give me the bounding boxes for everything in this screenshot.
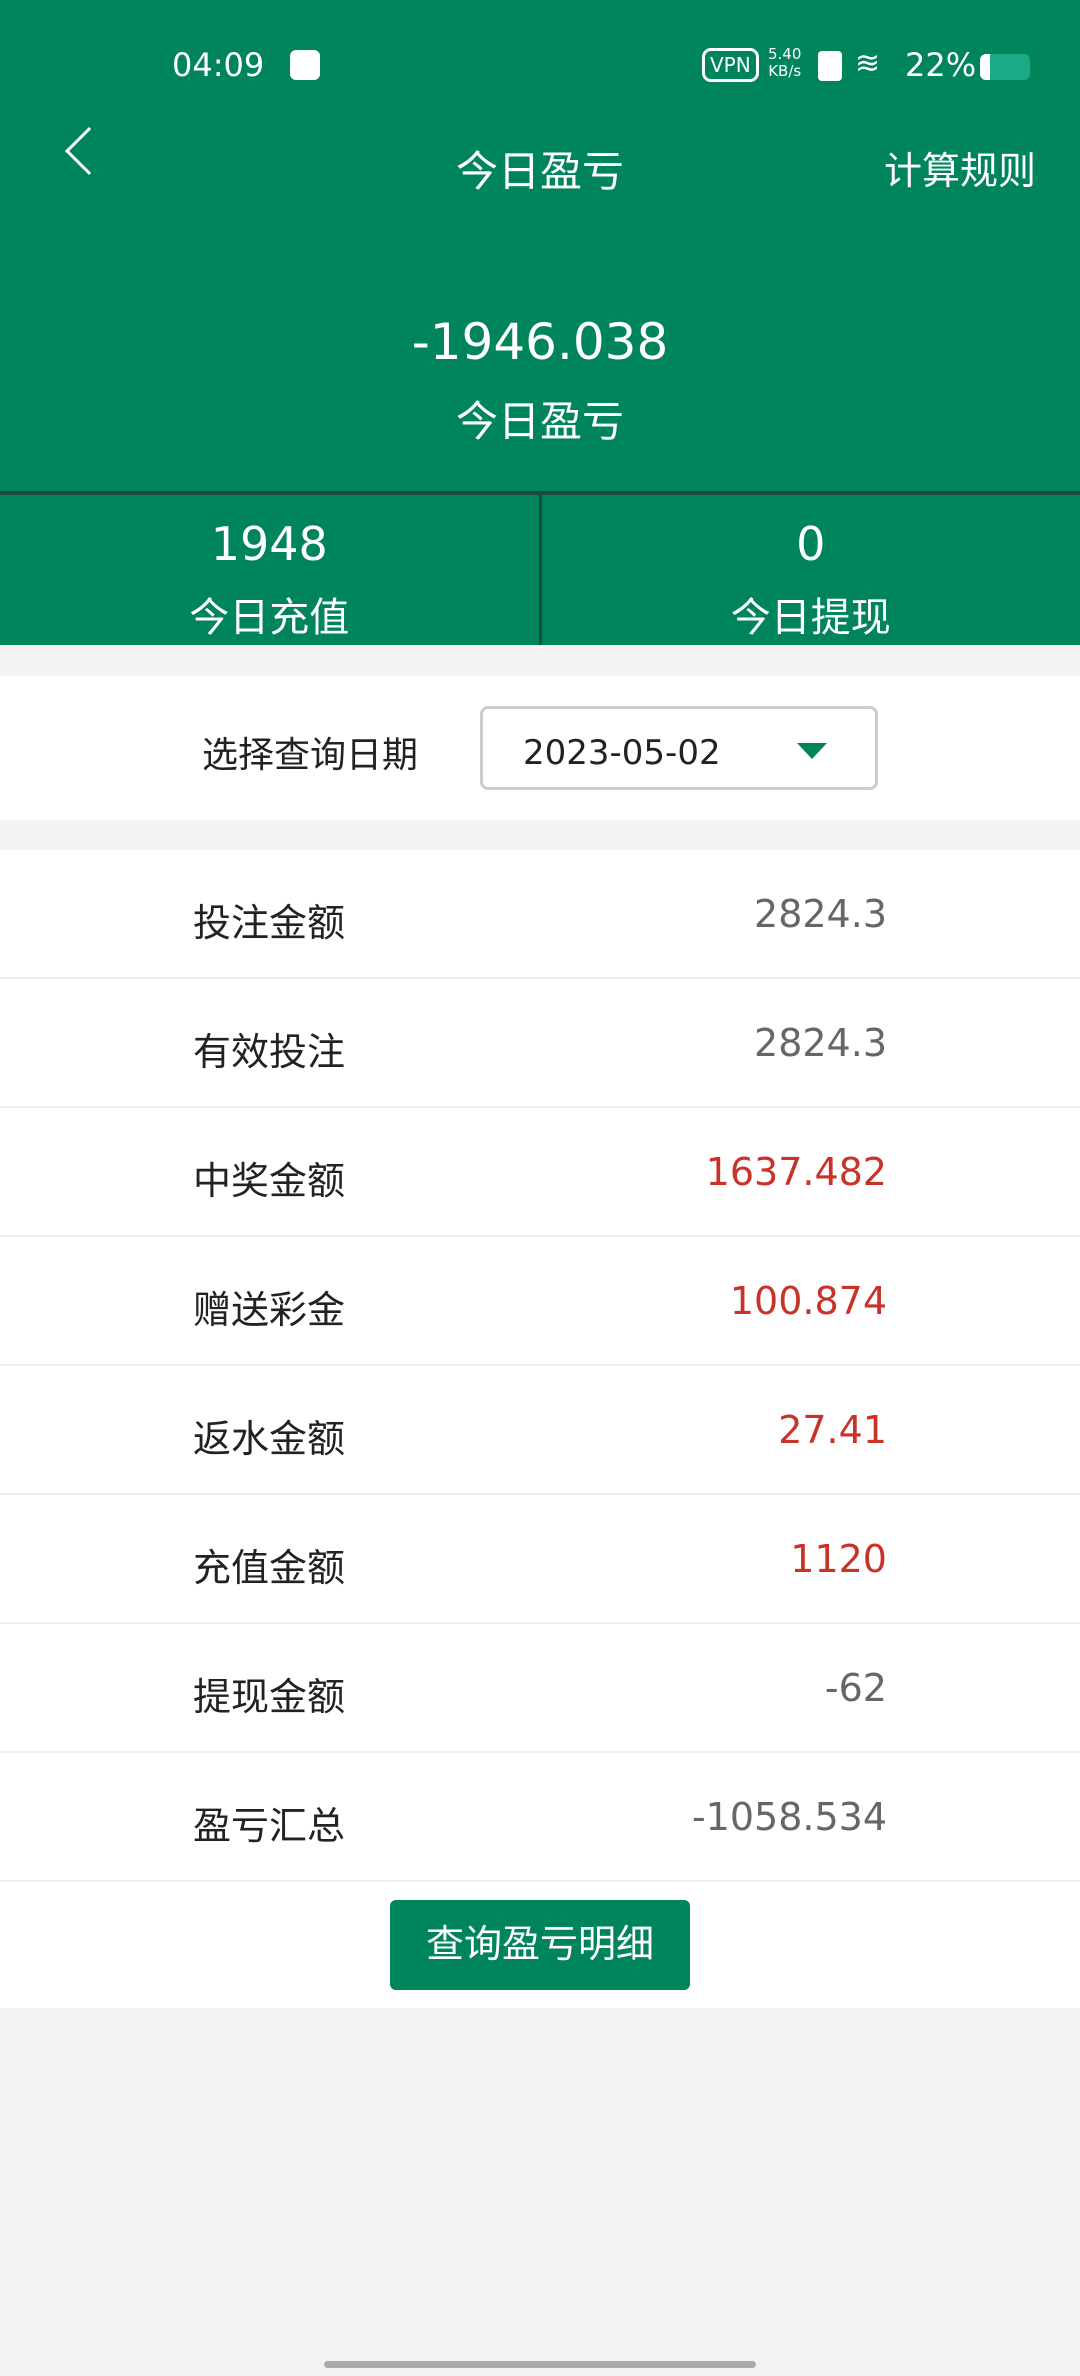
stat-label: 今日充值 (189, 595, 350, 641)
speed-value: 5.40 (768, 45, 802, 63)
item-value: 27.41 (778, 1408, 887, 1452)
list-item: 充值金额 1120 (0, 1495, 1080, 1624)
summary-list: 投注金额 2824.3 有效投注 2824.3 中奖金额 1637.482 赠送彩金 100.… (0, 850, 1080, 1882)
stat-withdraw: 0 今日提现 (538, 495, 1080, 645)
item-value: -62 (824, 1666, 887, 1710)
item-label: 充值金额 (193, 1546, 346, 1590)
date-value: 2023-05-02 (523, 733, 721, 773)
button-row: 查询盈亏明细 (0, 1882, 1080, 2008)
item-label: 中奖金额 (193, 1159, 346, 1203)
rules-button[interactable]: 计算规则 (883, 149, 1036, 193)
item-label: 提现金额 (193, 1675, 346, 1719)
network-speed: 5.40 KB/s (768, 46, 801, 80)
list-item: 盈亏汇总 -1058.534 (0, 1753, 1080, 1882)
date-filter: 选择查询日期 2023-05-02 (0, 676, 1080, 820)
item-label: 投注金额 (193, 901, 346, 945)
home-indicator[interactable] (324, 2361, 756, 2368)
item-value: 2824.3 (754, 892, 887, 936)
battery-percent: 22% (905, 46, 977, 84)
date-label: 选择查询日期 (202, 735, 419, 776)
header: 04:09 VPN 5.40 KB/s ≋ 22% 今日盈亏 计算规则 -1946… (0, 0, 1080, 645)
today-profit-label: 今日盈亏 (455, 397, 624, 446)
list-item: 中奖金额 1637.482 (0, 1108, 1080, 1237)
wifi-icon: ≋ (855, 46, 881, 81)
item-label: 返水金额 (193, 1417, 346, 1461)
date-select[interactable]: 2023-05-02 (480, 706, 878, 790)
dropdown-arrow-icon (797, 743, 827, 759)
item-label: 赠送彩金 (193, 1288, 346, 1332)
item-value: -1058.534 (691, 1795, 887, 1839)
speed-unit: KB/s (768, 62, 802, 80)
vpn-icon: VPN (702, 48, 759, 82)
stat-recharge: 1948 今日充值 (0, 495, 539, 645)
list-item: 投注金额 2824.3 (0, 850, 1080, 979)
notification-icon (290, 50, 320, 80)
list-item: 有效投注 2824.3 (0, 979, 1080, 1108)
item-value: 100.874 (729, 1279, 887, 1323)
battery-icon (980, 54, 1030, 80)
stat-value: 0 (796, 517, 826, 571)
list-item: 提现金额 -62 (0, 1624, 1080, 1753)
stats-row: 1948 今日充值 0 今日提现 (0, 491, 1080, 645)
today-profit-amount: -1946.038 (411, 313, 669, 371)
status-bar: 04:09 VPN 5.40 KB/s ≋ 22% (0, 44, 1080, 88)
query-details-button[interactable]: 查询盈亏明细 (390, 1900, 690, 1990)
item-label: 盈亏汇总 (193, 1804, 346, 1848)
list-item: 返水金额 27.41 (0, 1366, 1080, 1495)
item-value: 1120 (790, 1537, 887, 1581)
stat-label: 今日提现 (730, 595, 891, 641)
sim-icon (818, 51, 842, 81)
item-value: 2824.3 (754, 1021, 887, 1065)
stat-value: 1948 (210, 517, 328, 571)
clock: 04:09 (172, 46, 265, 84)
item-label: 有效投注 (193, 1030, 346, 1074)
list-item: 赠送彩金 100.874 (0, 1237, 1080, 1366)
item-value: 1637.482 (705, 1150, 887, 1194)
page-title: 今日盈亏 (455, 147, 624, 196)
